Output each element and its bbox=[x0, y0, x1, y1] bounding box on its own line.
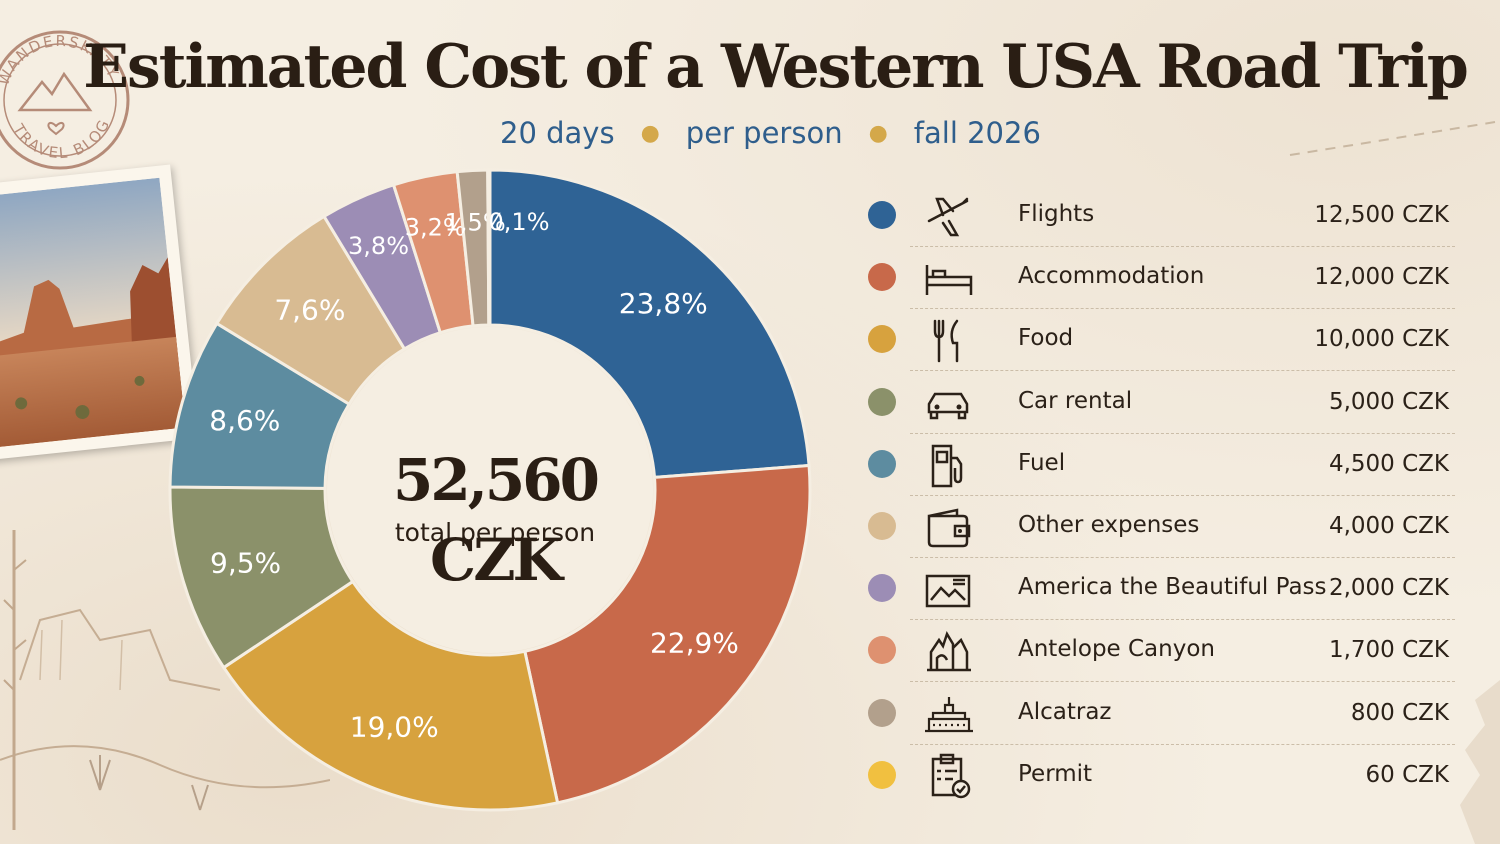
legend-divider bbox=[910, 619, 1455, 621]
legend-amount: 1,700 CZK bbox=[1328, 637, 1449, 664]
chart-title: Estimated Cost of a Western USA Road Tri… bbox=[83, 32, 1469, 102]
legend-amount: 12,000 CZK bbox=[1314, 264, 1449, 291]
subtitle-basis: per person bbox=[685, 116, 843, 150]
slice-percent-label: 19,0% bbox=[350, 710, 439, 743]
slice-percent-label: 8,6% bbox=[209, 404, 280, 437]
slice-percent-label: 23,8% bbox=[619, 287, 708, 320]
slice-percent-label: 7,6% bbox=[274, 293, 345, 326]
fuel-pump-icon bbox=[923, 440, 975, 494]
legend-label: Fuel bbox=[1018, 449, 1066, 476]
legend-color-swatch bbox=[868, 636, 896, 665]
dashed-swoosh bbox=[1289, 121, 1496, 156]
canyon-icon bbox=[923, 626, 975, 680]
legend-divider bbox=[910, 246, 1455, 247]
subtitle-season: fall 2026 bbox=[913, 116, 1041, 150]
donut-center bbox=[327, 327, 653, 653]
desert-photo bbox=[0, 164, 199, 461]
donut-slice-flights bbox=[488, 168, 811, 479]
wallet-icon bbox=[923, 502, 975, 556]
prison-building-icon bbox=[923, 689, 975, 743]
legend-label: Car rental bbox=[1018, 387, 1133, 414]
legend-row: Alcatraz 800 CZK bbox=[860, 683, 1455, 745]
total-amount: 52,560 CZK bbox=[393, 446, 600, 594]
total-caption: total per person bbox=[394, 518, 596, 547]
legend-color-swatch bbox=[868, 760, 896, 789]
chart-subtitle: 20 days ● per person ● fall 2026 bbox=[500, 116, 1041, 150]
legend-label: Antelope Canyon bbox=[1018, 636, 1215, 663]
subtitle-separator-dot: ● bbox=[868, 120, 888, 146]
torn-paper-corner bbox=[1460, 680, 1500, 844]
car-icon bbox=[923, 378, 975, 432]
legend-divider bbox=[910, 681, 1455, 683]
legend-divider bbox=[910, 432, 1455, 434]
legend-amount: 60 CZK bbox=[1365, 761, 1449, 788]
donut-slice-permit bbox=[486, 168, 492, 327]
donut-chart: 23,8% 22,9% 19,0% 9,5% 8,6% 7,6% 3,8%3,2%1,5%0… bbox=[168, 168, 812, 812]
legend-row: Accommodation 12,000 CZK bbox=[860, 247, 1455, 310]
legend-amount: 12,500 CZK bbox=[1314, 202, 1449, 228]
legend-label: Other expenses bbox=[1018, 512, 1200, 538]
legend-row: Fuel 4,500 CZK bbox=[860, 434, 1455, 496]
legend-row: Permit 60 CZK bbox=[860, 745, 1455, 807]
legend-color-swatch bbox=[868, 387, 896, 416]
legend-amount: 10,000 CZK bbox=[1314, 326, 1449, 353]
legend-label: Accommodation bbox=[1018, 263, 1205, 290]
slice-percent-label: 0,1% bbox=[489, 208, 550, 236]
legend-label: Flights bbox=[1018, 201, 1095, 227]
legend-color-swatch bbox=[868, 325, 896, 354]
legend-divider bbox=[910, 743, 1455, 745]
legend-color-swatch bbox=[868, 574, 896, 603]
bed-icon bbox=[923, 253, 975, 307]
legend-color-swatch bbox=[868, 512, 896, 540]
permit-clipboard-icon bbox=[923, 751, 975, 805]
legend-divider bbox=[910, 494, 1455, 496]
park-pass-icon bbox=[923, 564, 975, 618]
legend-label: America the Beautiful Pass bbox=[1018, 574, 1327, 601]
legend-row: Flights 12,500 CZK bbox=[860, 185, 1455, 247]
legend-color-swatch bbox=[868, 698, 896, 727]
legend-color-swatch bbox=[868, 449, 896, 478]
legend-amount: 5,000 CZK bbox=[1328, 388, 1449, 415]
legend-row: Food 10,000 CZK bbox=[860, 309, 1455, 372]
donut-slice-accommodation bbox=[523, 463, 812, 805]
donut-slice-food bbox=[221, 579, 560, 812]
legend-label: Permit bbox=[1018, 760, 1093, 787]
blog-stamp-logo: WANDERSKATY TRAVEL BLOG bbox=[0, 30, 130, 170]
legend-amount: 4,000 CZK bbox=[1328, 513, 1449, 539]
legend-color-swatch bbox=[868, 201, 896, 229]
subtitle-separator-dot: ● bbox=[640, 120, 660, 146]
slice-percent-label: 3,8% bbox=[348, 232, 409, 260]
subtitle-duration: 20 days bbox=[500, 116, 615, 150]
fork-knife-icon bbox=[923, 315, 975, 369]
slice-percent-label: 1,5% bbox=[445, 208, 506, 236]
legend-label: Food bbox=[1018, 325, 1074, 352]
landscape-sketch bbox=[0, 530, 330, 830]
legend-color-swatch bbox=[868, 263, 896, 292]
slice-percent-label: 3,2% bbox=[405, 214, 466, 242]
legend-amount: 800 CZK bbox=[1350, 699, 1449, 726]
slice-percent-label: 9,5% bbox=[210, 547, 281, 580]
legend-row: America the Beautiful Pass 2,000 CZK bbox=[860, 558, 1455, 621]
legend-divider bbox=[910, 557, 1455, 558]
legend-row: Antelope Canyon 1,700 CZK bbox=[860, 620, 1455, 683]
legend-divider bbox=[910, 370, 1455, 372]
legend-amount: 2,000 CZK bbox=[1328, 575, 1449, 602]
legend-row: Car rental 5,000 CZK bbox=[860, 372, 1455, 434]
legend-amount: 4,500 CZK bbox=[1328, 450, 1449, 477]
slice-percent-label: 22,9% bbox=[650, 626, 739, 659]
airplane-icon bbox=[923, 191, 975, 245]
legend-label: Alcatraz bbox=[1018, 698, 1112, 725]
legend-row: Other expenses 4,000 CZK bbox=[860, 496, 1455, 558]
legend-divider bbox=[910, 308, 1455, 310]
